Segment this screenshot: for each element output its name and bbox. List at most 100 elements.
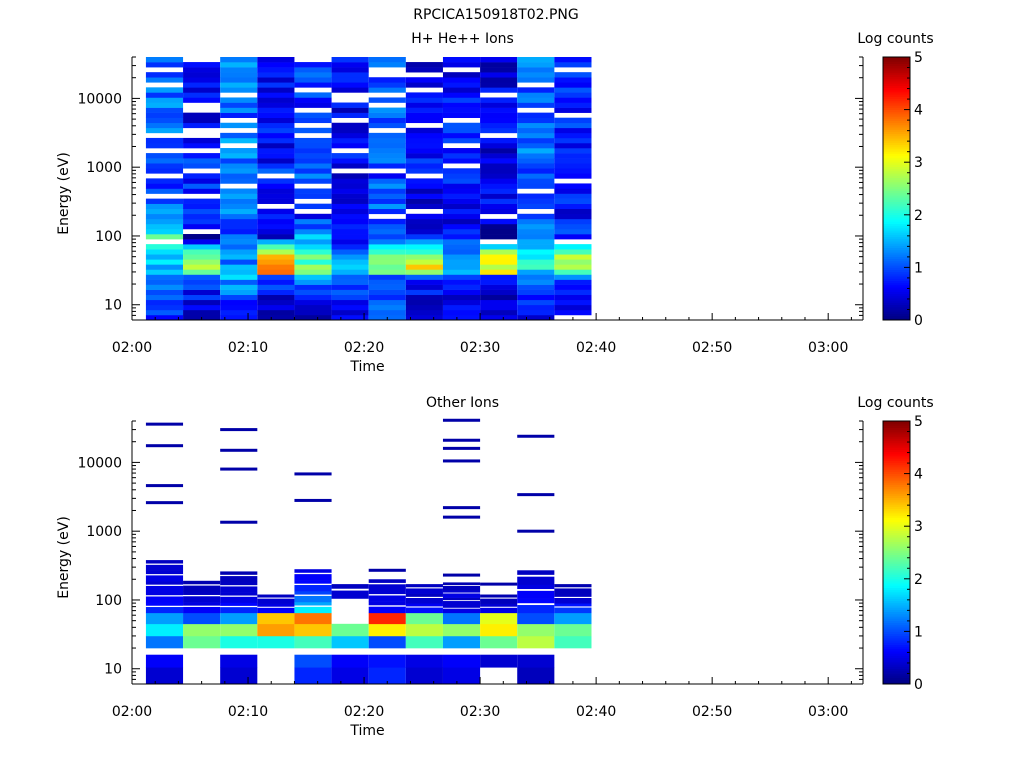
colorbar-swatch (883, 469, 910, 472)
heatmap-cell (368, 148, 406, 154)
heatmap-cell (331, 218, 369, 225)
colorbar-label: Log counts (857, 395, 933, 411)
heatmap-cell (442, 249, 481, 255)
heatmap-cell (554, 223, 592, 230)
heatmap-cell (294, 623, 332, 637)
x-tick-label: 02:10 (228, 340, 268, 356)
heatmap-cell (442, 254, 481, 260)
heatmap-cell (517, 183, 555, 189)
heatmap-cell (220, 193, 258, 199)
colorbar-swatch (883, 596, 910, 599)
heatmap-cell (368, 239, 406, 245)
heatmap-cell (517, 612, 555, 625)
colorbar-frame (882, 56, 911, 321)
heatmap-cell (517, 132, 555, 139)
heatmap-cell (257, 107, 295, 113)
heatmap-cell (220, 269, 258, 275)
heatmap-cell (331, 77, 369, 83)
heatmap-cell (220, 264, 258, 270)
heatmap-cell (220, 571, 258, 575)
colorbar-swatch (883, 190, 910, 194)
colorbar-swatch (883, 260, 910, 264)
heatmap-cell (442, 188, 481, 194)
heatmap-cell (183, 97, 221, 103)
colorbar-swatch (883, 273, 910, 277)
heatmap-cell (442, 234, 481, 240)
heatmap-cell (442, 102, 481, 108)
heatmap-cell (480, 198, 518, 204)
heatmap-cell (145, 591, 184, 596)
heatmap-cell (220, 299, 258, 306)
heatmap-cell (368, 173, 406, 179)
colorbar-swatch (883, 521, 910, 525)
heatmap-cell (442, 244, 481, 250)
heatmap-cell (257, 249, 295, 255)
colorbar-swatch (883, 467, 910, 470)
heatmap-cell (480, 309, 518, 316)
heatmap-cell (442, 667, 481, 685)
heatmap-cell (368, 142, 406, 149)
heatmap-cell (442, 608, 481, 614)
heatmap-cell (257, 158, 295, 164)
colorbar-swatch (883, 278, 910, 281)
heatmap-cell (442, 459, 481, 463)
heatmap-cell (145, 249, 184, 255)
heatmap-cell (145, 279, 184, 285)
heatmap-cell (405, 244, 443, 250)
colorbar-swatch (883, 640, 910, 643)
heatmap-cell (294, 97, 332, 103)
heatmap-cell (405, 294, 443, 301)
heatmap-cell (480, 208, 518, 215)
heatmap-cell (442, 264, 481, 270)
x-axis-label: Time (349, 359, 384, 375)
heatmap-cell (442, 506, 481, 510)
heatmap-cell (331, 244, 369, 250)
heatmap-cell (480, 102, 518, 108)
heatmap-cell (442, 77, 481, 83)
heatmap-cell (220, 279, 258, 285)
colorbar-swatch (883, 309, 910, 312)
heatmap-cell (442, 92, 481, 98)
heatmap-cell (257, 62, 295, 68)
heatmap-cell (183, 178, 221, 184)
heatmap-cell (405, 654, 443, 668)
heatmap-cell (442, 183, 481, 189)
colorbar-swatch (883, 170, 910, 174)
heatmap-cell (331, 72, 369, 78)
heatmap-cell (220, 623, 258, 637)
heatmap-cell (257, 299, 295, 306)
heatmap-cell (294, 137, 332, 144)
colorbar-swatch (883, 59, 910, 62)
colorbar-swatch (883, 480, 910, 483)
colorbar-swatch (883, 556, 910, 560)
colorbar-swatch (883, 98, 910, 102)
heatmap-cell (480, 218, 518, 225)
colorbar-swatch (883, 427, 910, 431)
x-tick-label: 02:30 (460, 340, 500, 356)
colorbar-swatch (883, 526, 910, 529)
colorbar-swatch (883, 284, 910, 288)
colorbar-swatch (883, 462, 910, 466)
colorbar-swatch (883, 423, 910, 426)
heatmap-cell (220, 244, 258, 250)
heatmap-cell (331, 67, 369, 73)
colorbar-swatch (883, 122, 910, 126)
heatmap-cell (257, 183, 295, 189)
heatmap-cell (368, 158, 406, 164)
heatmap-cell (517, 314, 555, 321)
heatmap-cell (183, 173, 221, 179)
heatmap-cell (368, 208, 406, 215)
colorbar-swatch (883, 94, 910, 97)
heatmap-cell (294, 279, 332, 285)
heatmap-cell (405, 102, 443, 108)
heatmap-cell (517, 117, 555, 124)
colorbar-swatch (883, 655, 910, 659)
heatmap-cell (442, 612, 481, 625)
heatmap-cell (257, 67, 295, 73)
heatmap-cell (480, 254, 518, 260)
heatmap-cell (368, 82, 406, 88)
colorbar-swatch (883, 223, 910, 227)
heatmap-cell (331, 208, 369, 215)
colorbar-swatch (883, 63, 910, 67)
heatmap-cell (220, 153, 258, 159)
